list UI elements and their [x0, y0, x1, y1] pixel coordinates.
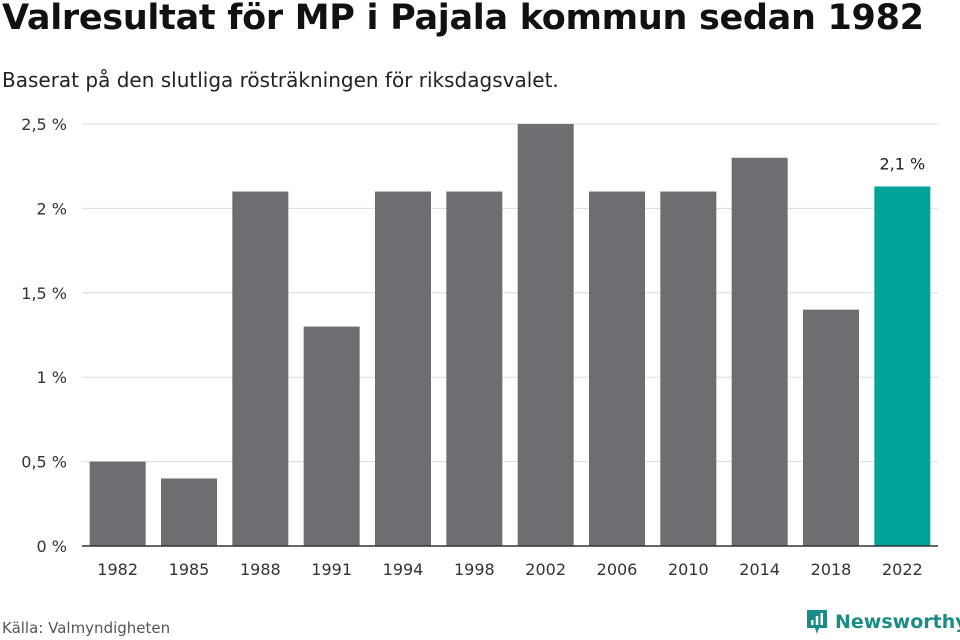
x-tick-label: 2006	[597, 560, 638, 579]
y-tick-label: 0,5 %	[21, 453, 67, 472]
chart-title: Valresultat för MP i Pajala kommun sedan…	[2, 0, 924, 38]
bar-1982	[89, 461, 146, 546]
x-tick-label: 1998	[454, 560, 495, 579]
x-tick-label: 2022	[882, 560, 923, 579]
highlight-value-label: 2,1 %	[879, 154, 925, 173]
bar-2014	[731, 157, 788, 546]
x-tick-label: 2002	[525, 560, 566, 579]
bar-1998	[446, 191, 503, 546]
x-tick-label: 1988	[240, 560, 281, 579]
y-tick-label: 1,5 %	[21, 284, 67, 303]
x-tick-label: 2010	[668, 560, 709, 579]
y-tick-label: 2,5 %	[21, 115, 67, 134]
x-tick-label: 1994	[383, 560, 424, 579]
x-tick-label: 1982	[97, 560, 138, 579]
x-tick-label: 1991	[311, 560, 352, 579]
bar-2018	[803, 309, 859, 546]
bar-2010	[660, 191, 717, 546]
x-tick-label: 1985	[169, 560, 210, 579]
x-tick-label: 2018	[811, 560, 852, 579]
bars	[89, 124, 931, 546]
newsworthy-logo-icon	[807, 610, 827, 634]
x-tick-label: 2014	[739, 560, 780, 579]
brand-name: Newsworthy	[835, 611, 960, 633]
bar-1991	[303, 326, 360, 546]
bar-2002	[517, 124, 574, 546]
x-axis-labels: 1982 1985 1988 1991 1994 1998 2002 2006 2010 2014…	[97, 560, 922, 579]
y-axis-labels: 0 % 0,5 % 1 % 1,5 % 2 % 2,5 %	[21, 115, 67, 556]
bar-1985	[161, 478, 217, 546]
source-note: Källa: Valmyndigheten	[2, 619, 171, 637]
bar-2022	[874, 186, 931, 546]
y-tick-label: 0 %	[37, 537, 67, 556]
chart-subtitle: Baserat på den slutliga rösträkningen fö…	[2, 68, 559, 92]
bar-1988	[232, 191, 289, 546]
y-tick-label: 2 %	[37, 199, 67, 218]
y-tick-label: 1 %	[37, 368, 67, 387]
brand-logo[interactable]: Newsworthy	[805, 608, 960, 636]
bar-1994	[375, 191, 431, 546]
gridlines	[82, 123, 938, 463]
bar-2006	[589, 191, 645, 546]
